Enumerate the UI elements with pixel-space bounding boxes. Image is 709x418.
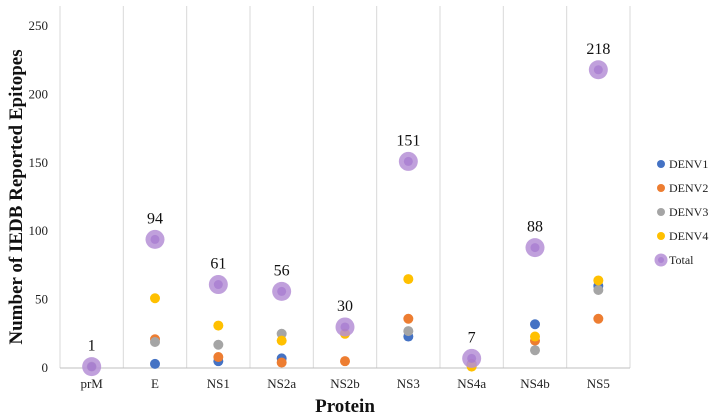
- legend-marker-denv2: [657, 184, 665, 192]
- data-label: 61: [210, 256, 226, 273]
- x-tick-label: NS4b: [520, 376, 550, 391]
- point-total: [530, 243, 540, 253]
- y-tick-label: 0: [42, 360, 49, 375]
- x-tick-label: NS2b: [330, 376, 360, 391]
- point-denv4: [403, 274, 414, 285]
- point-denv2: [593, 313, 604, 324]
- point-total: [277, 286, 287, 296]
- point-denv3: [593, 285, 604, 296]
- x-tick-label: NS4a: [457, 376, 486, 391]
- point-denv3: [150, 337, 160, 348]
- legend-label: DENV2: [669, 181, 708, 195]
- x-axis-title: Protein: [315, 396, 375, 417]
- y-tick-label: 50: [35, 292, 48, 307]
- point-denv4: [593, 275, 604, 286]
- legend-marker-denv4: [657, 232, 665, 240]
- point-total: [87, 362, 97, 372]
- x-axis-ticks: prM E NS1 NS2a NS2b NS3 NS4a NS4b NS5: [80, 376, 609, 391]
- x-tick-label: NS3: [397, 376, 420, 391]
- point-total: [213, 280, 223, 290]
- legend-marker-denv1: [657, 160, 665, 168]
- point-total: [340, 322, 350, 332]
- x-tick-label: prM: [80, 376, 103, 391]
- data-label: 151: [396, 132, 420, 149]
- point-total: [150, 234, 160, 244]
- y-tick-label: 150: [29, 155, 49, 170]
- grid-lines: [59, 6, 631, 368]
- point-total: [403, 156, 413, 166]
- point-denv4: [530, 331, 540, 342]
- point-denv4: [150, 293, 160, 304]
- data-label: 1: [88, 338, 96, 355]
- point-denv1: [150, 358, 160, 369]
- legend: DENV1 DENV2 DENV3 DENV4 Total: [654, 157, 708, 267]
- y-tick-label: 200: [29, 86, 49, 101]
- legend-label: DENV4: [669, 229, 708, 243]
- point-denv4: [276, 335, 287, 346]
- legend-label: DENV3: [669, 205, 708, 219]
- legend-marker-total-core: [658, 257, 664, 263]
- point-denv1: [530, 319, 540, 330]
- data-points: [82, 60, 608, 377]
- point-denv3: [213, 339, 224, 350]
- data-label: 56: [274, 262, 290, 279]
- point-total: [467, 353, 477, 363]
- x-tick-label: E: [151, 376, 159, 391]
- point-denv3: [530, 345, 540, 356]
- point-denv2: [213, 352, 224, 363]
- x-tick-label: NS2a: [267, 376, 296, 391]
- y-tick-label: 250: [29, 18, 49, 33]
- data-label: 218: [586, 41, 610, 58]
- point-denv3: [403, 326, 414, 337]
- point-denv2: [276, 357, 287, 368]
- x-tick-label: NS5: [587, 376, 610, 391]
- legend-label: DENV1: [669, 157, 708, 171]
- y-tick-label: 100: [29, 223, 49, 238]
- data-label: 94: [147, 210, 163, 227]
- point-denv3: [276, 328, 287, 339]
- legend-marker-denv3: [657, 208, 665, 216]
- data-label: 88: [527, 219, 543, 236]
- data-label: 30: [337, 298, 353, 315]
- legend-label: Total: [669, 253, 694, 267]
- point-total: [593, 65, 603, 75]
- point-denv2: [340, 356, 350, 367]
- data-label: 7: [468, 329, 476, 346]
- y-axis-ticks: 0 50 100 150 200 250: [29, 18, 49, 375]
- y-axis-title: Number of IEDB Reported Epitopes: [6, 49, 27, 344]
- point-denv4: [213, 320, 224, 331]
- point-denv2: [403, 313, 414, 324]
- data-labels: 1 94 61 56 30 151 7 88 218: [88, 41, 611, 355]
- x-tick-label: NS1: [207, 376, 230, 391]
